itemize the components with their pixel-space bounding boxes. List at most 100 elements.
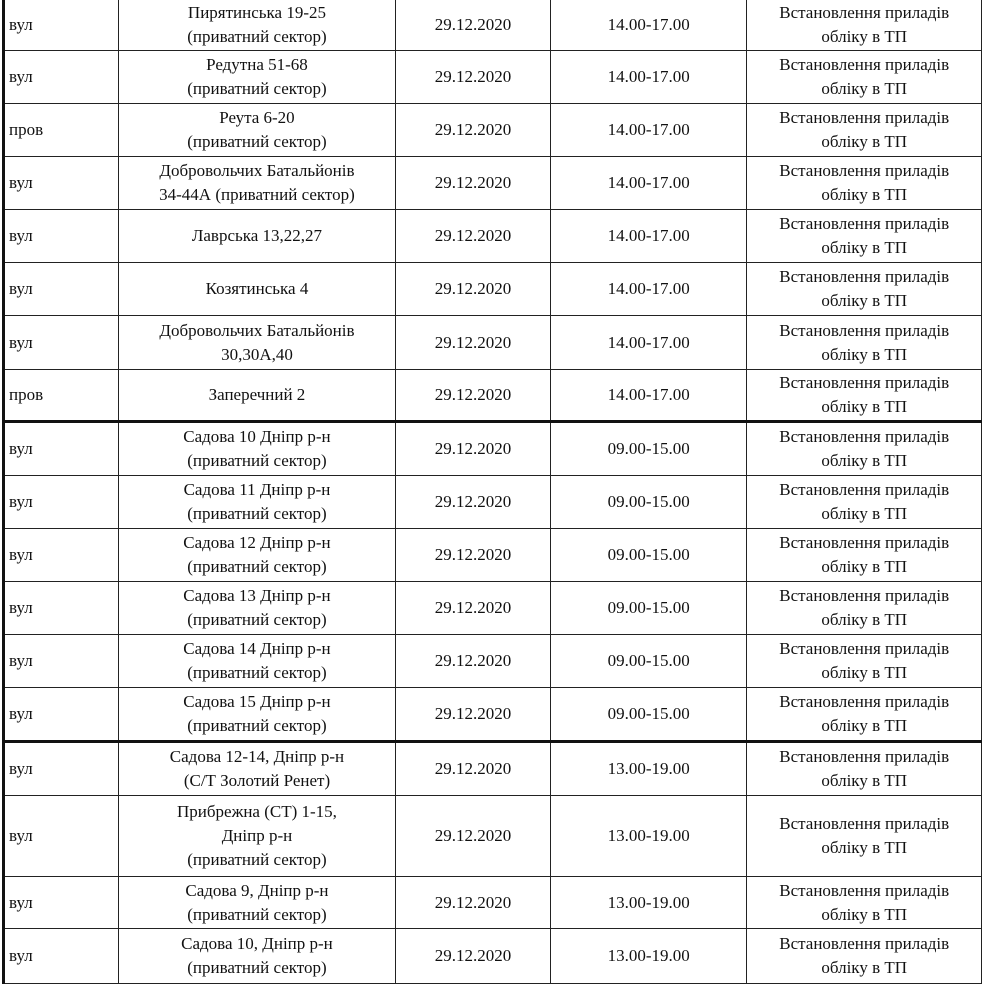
street-type-cell: вул xyxy=(2,528,119,582)
address-cell-line: Дніпр р-н xyxy=(221,826,293,845)
work-description-cell-line: Встановлення приладів xyxy=(779,214,950,233)
work-description-cell-line: Встановлення приладів xyxy=(779,747,950,766)
work-description-cell-line: Встановлення приладів xyxy=(779,814,950,833)
table-row: вул Садова 12-14, Дніпр р-н (С/Т Золотий Р… xyxy=(2,740,982,796)
time-cell: 09.00-15.00 xyxy=(549,475,748,529)
address-cell: Козятинська 4 xyxy=(117,262,397,316)
work-description-cell-line: Встановлення приладів xyxy=(779,2,950,22)
street-type-cell: вул xyxy=(2,795,119,877)
date-cell: 29.12.2020 xyxy=(395,420,551,476)
date-cell: 29.12.2020 xyxy=(395,528,551,582)
time-cell: 13.00-19.00 xyxy=(549,740,748,796)
work-description-cell: Встановлення приладів обліку в ТП xyxy=(746,740,982,796)
date-cell: 29.12.2020 xyxy=(395,475,551,529)
address-cell-line: (приватний сектор) xyxy=(187,132,327,151)
address-cell-line: (приватний сектор) xyxy=(187,451,327,470)
address-cell-line: (приватний сектор) xyxy=(187,504,327,523)
time-cell: 13.00-19.00 xyxy=(549,795,748,877)
work-description-cell-line: обліку в ТП xyxy=(821,958,908,977)
street-type-cell: вул xyxy=(2,50,119,104)
date-cell: 29.12.2020 xyxy=(395,740,551,796)
work-description-cell: Встановлення приладів обліку в ТП xyxy=(746,262,982,316)
table-row: вул Садова 14 Дніпр р-н (приватний сектор)… xyxy=(2,634,982,688)
table-row: вул Садова 12 Дніпр р-н (приватний сектор)… xyxy=(2,528,982,582)
work-description-cell-line: обліку в ТП xyxy=(821,663,908,682)
work-description-cell-line: обліку в ТП xyxy=(821,557,908,576)
address-cell-line: Добровольчих Батальйонів xyxy=(159,161,355,180)
address-cell: Садова 9, Дніпр р-н (приватний сектор) xyxy=(117,876,397,929)
work-description-cell-line: обліку в ТП xyxy=(821,397,908,416)
street-type-cell: вул xyxy=(2,420,119,476)
work-description-cell-line: Встановлення приладів xyxy=(779,934,950,953)
table-row: вул Садова 13 Дніпр р-н (приватний сектор)… xyxy=(2,581,982,635)
address-cell-line: (приватний сектор) xyxy=(187,716,327,735)
address-cell-line: Садова 10, Дніпр р-н xyxy=(181,934,333,953)
time-cell: 14.00-17.00 xyxy=(549,103,748,157)
address-cell-line: (приватний сектор) xyxy=(187,958,327,977)
street-type-cell: пров xyxy=(2,103,119,157)
address-cell-line: Садова 12 Дніпр р-н xyxy=(183,533,331,552)
date-cell: 29.12.2020 xyxy=(395,103,551,157)
work-description-cell: Встановлення приладів обліку в ТП xyxy=(746,528,982,582)
address-cell-line: (приватний сектор) xyxy=(187,26,327,46)
address-cell-line: Садова 11 Дніпр р-н xyxy=(183,480,331,499)
table-row: вул Лаврська 13,22,27 29.12.2020 14.00-17.0… xyxy=(2,209,982,263)
address-cell-line: (приватний сектор) xyxy=(187,663,327,682)
date-cell: 29.12.2020 xyxy=(395,209,551,263)
address-cell: Садова 14 Дніпр р-н (приватний сектор) xyxy=(117,634,397,688)
street-type-cell: вул xyxy=(2,687,119,742)
address-cell: Лаврська 13,22,27 xyxy=(117,209,397,263)
address-cell-line: (приватний сектор) xyxy=(187,557,327,576)
address-cell-line: Пирятинська 19-25 xyxy=(187,2,326,22)
work-description-cell-line: Встановлення приладів xyxy=(779,586,950,605)
time-cell: 14.00-17.00 xyxy=(549,369,748,422)
address-cell-line: (приватний сектор) xyxy=(187,850,327,869)
work-description-cell-line: обліку в ТП xyxy=(821,771,908,790)
date-cell: 29.12.2020 xyxy=(395,876,551,929)
work-description-cell-line: обліку в ТП xyxy=(821,26,908,46)
address-cell-line: (приватний сектор) xyxy=(187,904,327,924)
date-cell: 29.12.2020 xyxy=(395,156,551,210)
table-row: пров Реута 6-20 (приватний сектор) 29.12.20… xyxy=(2,103,982,157)
street-type-cell: вул xyxy=(2,262,119,316)
street-type-cell: вул xyxy=(2,876,119,929)
table-row: вул Добровольчих Батальйонів 30,30А,40 29.1… xyxy=(2,315,982,370)
work-description-cell: Встановлення приладів обліку в ТП xyxy=(746,103,982,157)
work-description-cell-line: обліку в ТП xyxy=(821,238,908,257)
work-description-cell: Встановлення приладів обліку в ТП xyxy=(746,687,982,742)
table-row: вул Садова 15 Дніпр р-н (приватний сектор)… xyxy=(2,687,982,742)
work-description-cell-line: Встановлення приладів xyxy=(779,55,950,74)
work-description-cell: Встановлення приладів обліку в ТП xyxy=(746,795,982,877)
time-cell: 09.00-15.00 xyxy=(549,420,748,476)
address-cell: Садова 11 Дніпр р-н (приватний сектор) xyxy=(117,475,397,529)
address-cell-line: (приватний сектор) xyxy=(187,610,327,629)
date-cell: 29.12.2020 xyxy=(395,0,551,51)
street-type-cell: вул xyxy=(2,475,119,529)
table-row: пров Заперечний 2 29.12.2020 14.00-17.00 Вст… xyxy=(2,369,982,422)
address-cell-line: Садова 12-14, Дніпр р-н xyxy=(169,747,345,766)
table-row: вул Козятинська 4 29.12.2020 14.00-17.00 Вст… xyxy=(2,262,982,316)
work-description-cell: Встановлення приладів обліку в ТП xyxy=(746,634,982,688)
street-type-cell: пров xyxy=(2,369,119,422)
work-description-cell-line: Встановлення приладів xyxy=(779,320,950,340)
address-cell-line: Лаврська 13,22,27 xyxy=(191,226,323,245)
work-description-cell-line: обліку в ТП xyxy=(821,904,908,924)
date-cell: 29.12.2020 xyxy=(395,315,551,370)
table-row: вул Садова 10 Дніпр р-н (приватний сектор)… xyxy=(2,420,982,476)
street-type-cell: вул xyxy=(2,740,119,796)
address-cell-line: Садова 10 Дніпр р-н xyxy=(183,427,331,446)
street-type-cell: вул xyxy=(2,156,119,210)
address-cell: Реута 6-20 (приватний сектор) xyxy=(117,103,397,157)
address-cell-line: Садова 15 Дніпр р-н xyxy=(183,692,331,711)
date-cell: 29.12.2020 xyxy=(395,262,551,316)
address-cell: Добровольчих Батальйонів 34-44А (приватни… xyxy=(117,156,397,210)
date-cell: 29.12.2020 xyxy=(395,50,551,104)
work-description-cell-line: обліку в ТП xyxy=(821,185,908,204)
street-type-cell: вул xyxy=(2,315,119,370)
work-description-cell-line: Встановлення приладів xyxy=(779,267,950,286)
address-cell-line: Садова 9, Дніпр р-н xyxy=(185,880,329,900)
work-description-cell: Встановлення приладів обліку в ТП xyxy=(746,475,982,529)
work-description-cell-line: Встановлення приладів xyxy=(779,692,950,711)
work-description-cell-line: Встановлення приладів xyxy=(779,108,950,127)
